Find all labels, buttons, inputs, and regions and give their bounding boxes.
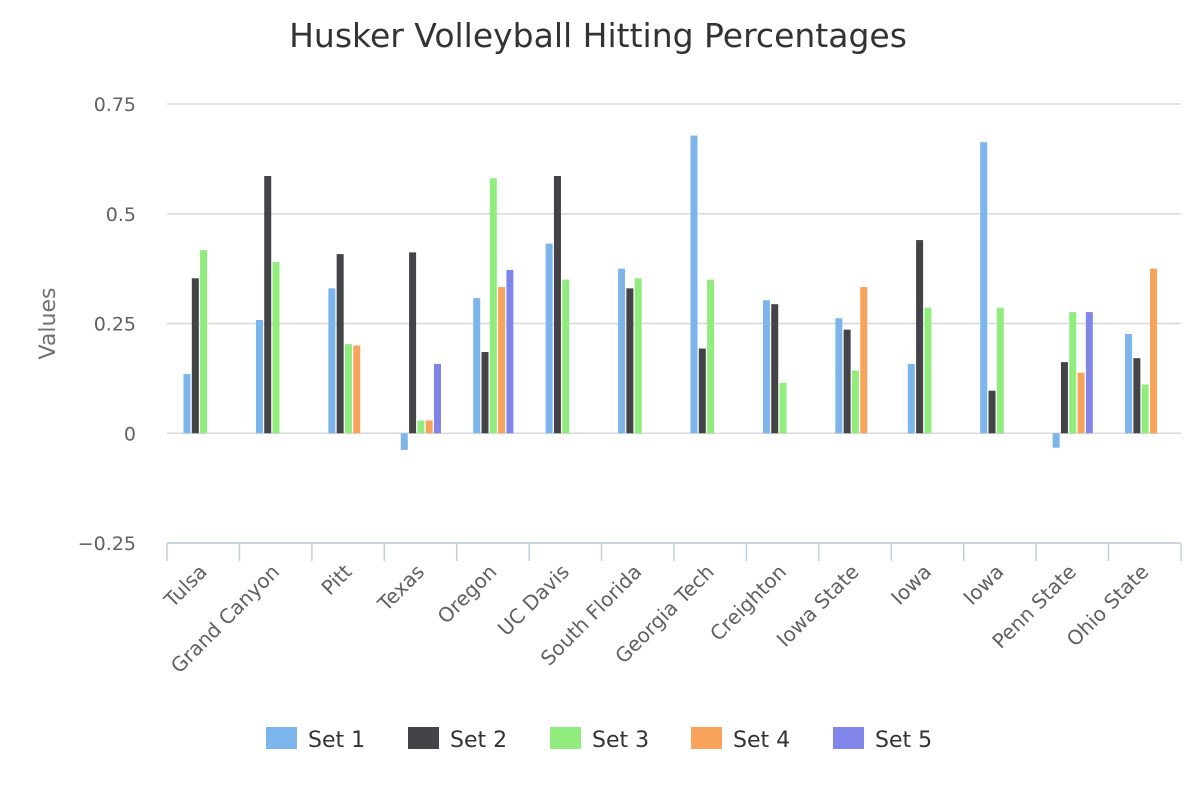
bar: [1141, 384, 1149, 434]
gridlines: [167, 103, 1181, 544]
bar: [255, 319, 263, 434]
bar: [860, 287, 868, 434]
bar: [618, 268, 626, 434]
legend-label: Set 2: [450, 728, 507, 753]
bar: [988, 390, 996, 434]
bar: [473, 298, 481, 434]
bar: [779, 382, 787, 434]
bar: [851, 370, 859, 434]
bar: [425, 420, 433, 434]
bar: [916, 240, 924, 434]
bar: [562, 279, 570, 434]
legend-label: Set 4: [733, 728, 790, 753]
bar: [1085, 312, 1093, 434]
bar: [328, 288, 336, 434]
bar: [191, 278, 199, 434]
y-tick-label: 0: [124, 423, 136, 445]
x-tick-label: Texas: [372, 560, 429, 617]
x-tick-label: Tulsa: [159, 560, 212, 613]
bar: [762, 300, 770, 434]
bar: [433, 363, 441, 434]
y-axis-label: Values: [36, 288, 61, 360]
bar: [481, 352, 489, 434]
x-tick-label: Iowa: [886, 560, 936, 610]
bar: [996, 307, 1004, 434]
bar: [336, 254, 344, 434]
legend: Set 1 Set 2 Set 3 Set 4 Set 5: [266, 727, 932, 753]
bar: [1149, 268, 1157, 434]
y-tick-label: 0.5: [106, 204, 136, 226]
bar: [417, 420, 425, 434]
bar: [353, 345, 361, 434]
bar: [344, 344, 352, 434]
legend-swatch: [550, 727, 581, 749]
bar: [1077, 372, 1085, 434]
bar: [980, 142, 988, 434]
bar: [272, 262, 280, 434]
bar: [843, 329, 851, 434]
legend-swatch: [833, 727, 864, 749]
y-tick-label: 0.25: [94, 314, 136, 336]
legend-label: Set 5: [875, 728, 932, 753]
x-tick-label: Oregon: [433, 560, 502, 629]
legend-swatch: [408, 727, 439, 749]
bar: [1125, 334, 1133, 434]
legend-item[interactable]: Set 4: [691, 727, 790, 753]
bar: [1052, 433, 1060, 448]
legend-item[interactable]: Set 2: [408, 727, 507, 753]
bar: [409, 252, 417, 434]
bar: [264, 175, 272, 434]
bar: [907, 363, 915, 434]
bar: [545, 243, 553, 434]
bar: [506, 269, 514, 434]
bar: [626, 288, 634, 434]
x-tick-label: Pitt: [316, 559, 356, 599]
bar: [1060, 362, 1068, 434]
bar: [1133, 358, 1141, 434]
y-tick-label: −0.25: [78, 533, 136, 555]
legend-item[interactable]: Set 1: [266, 727, 365, 753]
y-axis-ticks: −0.25 0 0.25 0.5 0.75: [78, 94, 136, 555]
bar: [183, 373, 191, 434]
bar: [200, 250, 208, 434]
legend-swatch: [691, 727, 722, 749]
legend-label: Set 1: [308, 728, 365, 753]
bar: [553, 175, 561, 434]
bar: [1069, 312, 1077, 434]
bar: [835, 318, 843, 434]
bar: [924, 307, 932, 434]
bar: [698, 348, 706, 434]
y-tick-label: 0.75: [94, 94, 136, 116]
bar: [489, 178, 497, 434]
bars: [183, 135, 1157, 450]
legend-label: Set 3: [592, 728, 649, 753]
bar: [400, 433, 408, 450]
bar: [690, 135, 698, 434]
x-tick-label: Iowa: [958, 560, 1008, 610]
legend-item[interactable]: Set 5: [833, 727, 932, 753]
chart-title: Husker Volleyball Hitting Percentages: [289, 16, 907, 55]
legend-swatch: [266, 727, 297, 749]
bar: [707, 279, 715, 434]
bar: [771, 304, 779, 434]
bar: [634, 278, 642, 434]
legend-item[interactable]: Set 3: [550, 727, 649, 753]
bar: [498, 287, 506, 434]
